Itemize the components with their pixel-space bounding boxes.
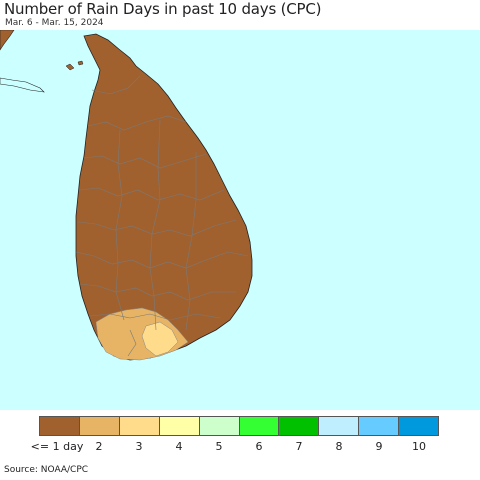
legend-swatch: [79, 417, 120, 435]
legend-labels: <= 1 day 2 3 4 5 6 7 8 9 10: [31, 440, 439, 454]
date-range: Mar. 6 - Mar. 15, 2024: [5, 18, 104, 28]
legend-label: 2: [95, 440, 103, 453]
india-coast: [0, 30, 15, 51]
legend-swatch: [40, 417, 80, 435]
sri-lanka-landmass: [75, 33, 253, 361]
legend-label: <= 1 day: [30, 440, 84, 453]
legend-swatch: [239, 417, 280, 435]
legend-label: 3: [135, 440, 143, 453]
legend-swatch: [119, 417, 160, 435]
legend-swatch: [199, 417, 240, 435]
district-borders: [75, 75, 249, 357]
legend-swatch: [399, 417, 439, 435]
legend-swatch: [319, 417, 360, 435]
legend-label: 6: [255, 440, 263, 453]
rain-zone-3-days: [141, 321, 179, 357]
legend-swatch: [279, 417, 320, 435]
legend-label: 8: [335, 440, 343, 453]
legend-label: 10: [412, 440, 426, 453]
source-credit: Source: NOAA/CPC: [4, 465, 89, 475]
rain-days-map: [0, 30, 480, 410]
legend-swatch: [359, 417, 400, 435]
mannar-islands: [65, 60, 84, 71]
legend-label: 4: [175, 440, 183, 453]
legend-label: 5: [215, 440, 223, 453]
legend-label: 9: [375, 440, 383, 453]
legend-swatch: [159, 417, 200, 435]
color-legend: [39, 416, 439, 436]
map-title: Number of Rain Days in past 10 days (CPC…: [4, 0, 322, 18]
legend-label: 7: [295, 440, 303, 453]
india-coast-west: [0, 77, 45, 93]
